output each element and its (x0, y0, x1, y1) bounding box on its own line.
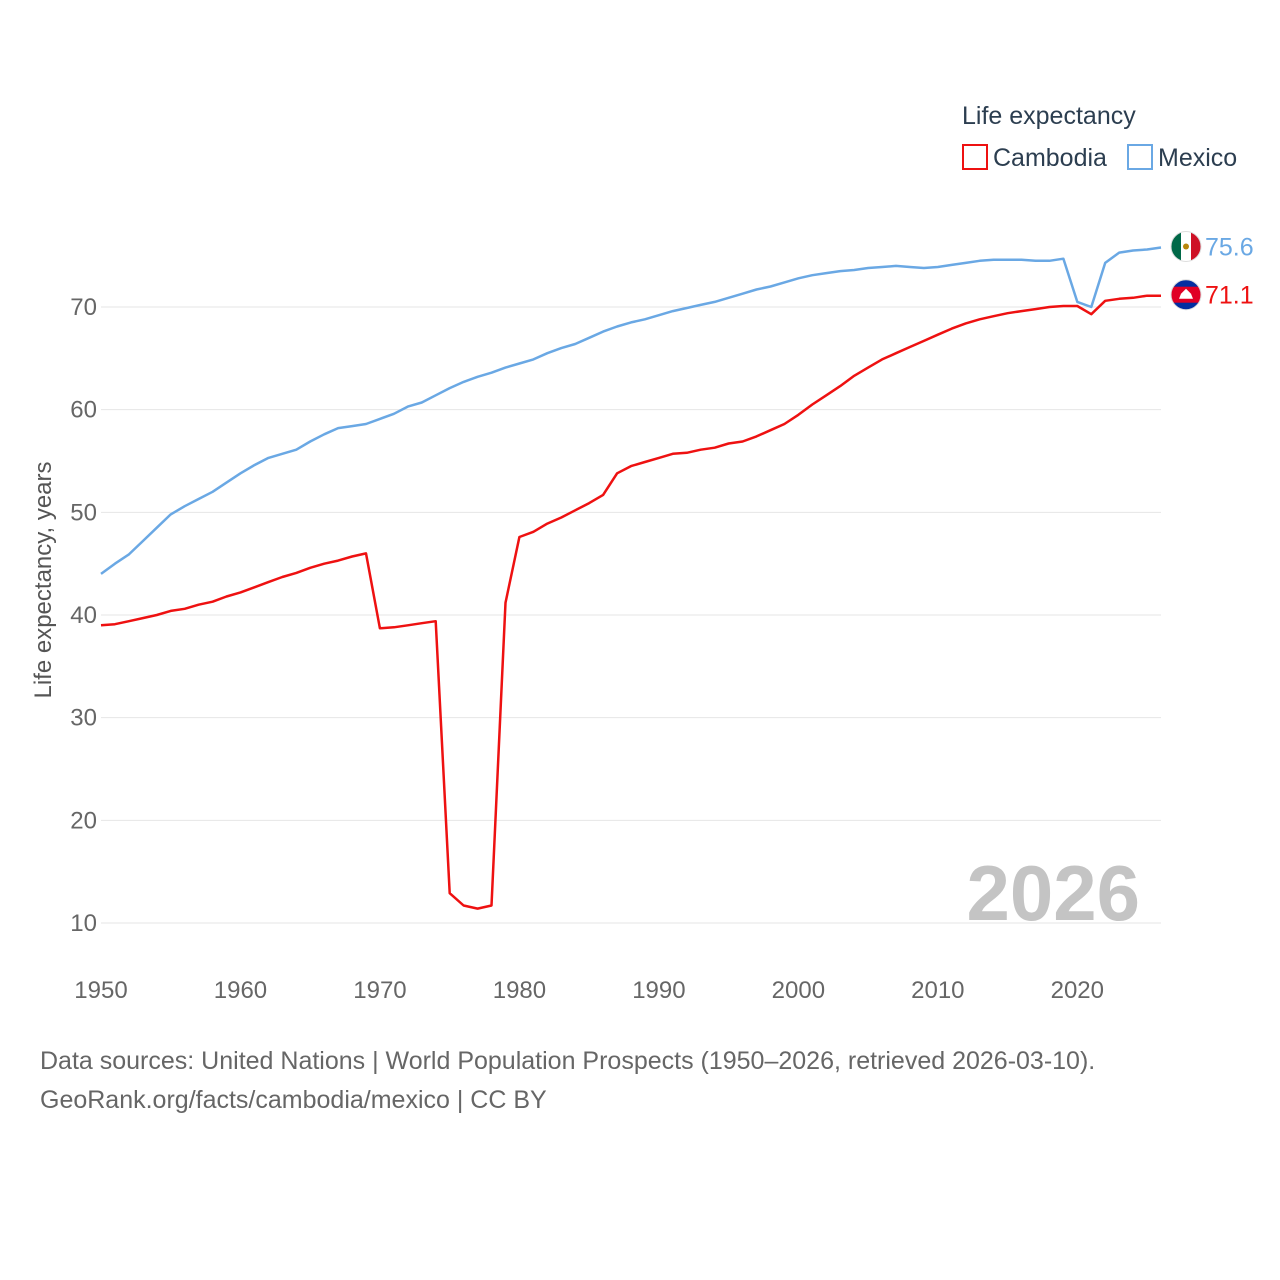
x-axis: 1950 1960 1970 1980 1990 2000 2010 2020 (74, 977, 1104, 1004)
legend-label-mexico: Mexico (1158, 144, 1237, 172)
end-value-label-cambodia: 71.1 (1205, 282, 1254, 310)
y-tick-label: 40 (70, 602, 97, 629)
source-footer: Data sources: United Nations | World Pop… (40, 1042, 1260, 1120)
cambodia-flag-icon (1170, 279, 1202, 311)
x-tick-label: 2000 (772, 977, 825, 1004)
y-tick-label: 20 (70, 807, 97, 834)
legend-label-cambodia: Cambodia (993, 144, 1107, 172)
end-labels: 71.1 75.6 (1170, 230, 1254, 311)
mexico-flag-icon (1170, 230, 1202, 262)
y-axis-title: Life expectancy, years (30, 461, 57, 698)
gridlines (101, 306, 1161, 924)
y-tick-label: 70 (70, 294, 97, 321)
legend-swatch-cambodia (962, 144, 988, 170)
x-tick-label: 1950 (74, 977, 127, 1004)
credit-text: GeoRank.org/facts/cambodia/mexico | CC B… (40, 1086, 547, 1114)
data-source-text: Data sources: United Nations | World Pop… (40, 1047, 1096, 1075)
x-tick-label: 2010 (911, 977, 964, 1004)
x-tick-label: 1980 (493, 977, 546, 1004)
y-tick-label: 10 (70, 910, 97, 937)
series-lines (100, 246, 1162, 910)
y-tick-label: 30 (70, 705, 97, 732)
y-axis: 10 20 30 40 50 60 70 (70, 294, 97, 937)
x-tick-label: 1970 (353, 977, 406, 1004)
legend: Life expectancy Cambodia Mexico (962, 102, 1237, 172)
legend-title: Life expectancy (962, 102, 1136, 130)
series-line-cambodia (100, 294, 1161, 910)
y-tick-label: 60 (70, 397, 97, 424)
y-tick-label: 50 (70, 499, 97, 526)
x-tick-label: 1960 (214, 977, 267, 1004)
x-tick-label: 2020 (1051, 977, 1104, 1004)
x-tick-label: 1990 (632, 977, 685, 1004)
series-line-mexico (100, 246, 1162, 575)
year-watermark: 2026 (966, 849, 1140, 937)
legend-swatch-mexico (1127, 144, 1153, 170)
end-value-label-mexico: 75.6 (1205, 233, 1254, 261)
